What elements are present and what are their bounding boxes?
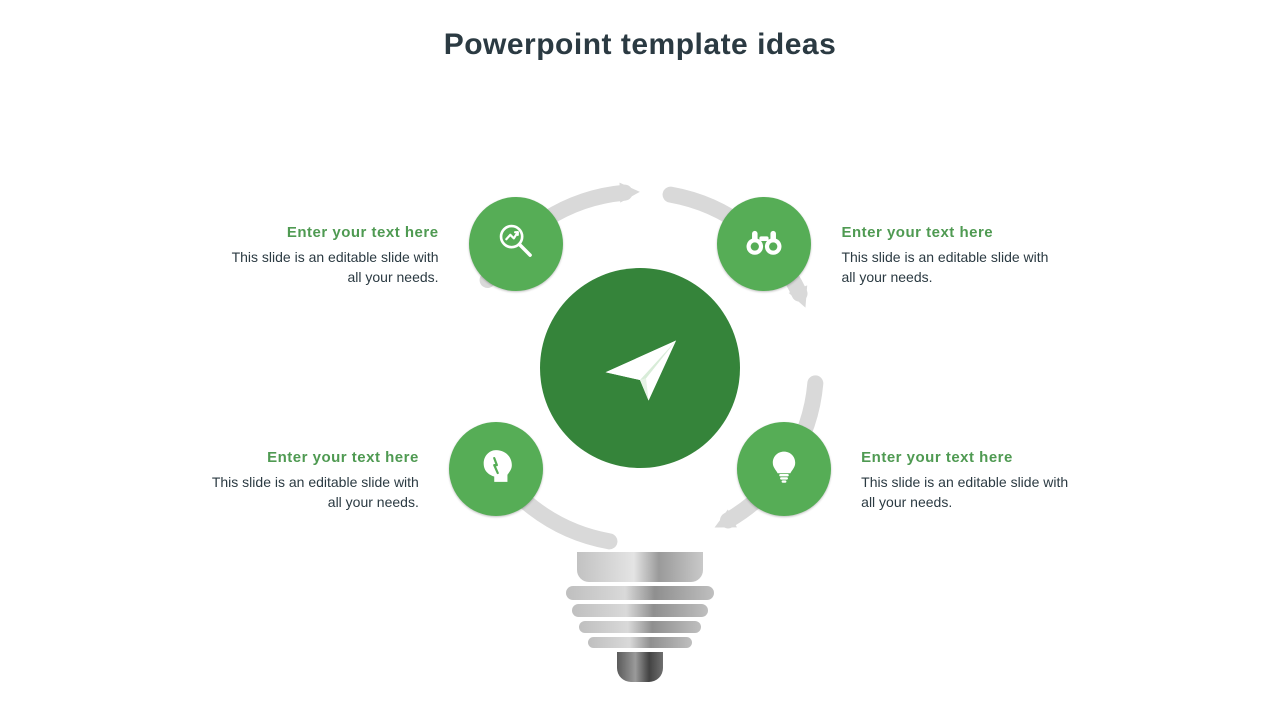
bulb-icon	[764, 446, 804, 491]
text-block-0: Enter your text here This slide is an edi…	[219, 224, 439, 288]
brain-icon	[474, 444, 518, 493]
paper-plane-icon	[597, 325, 683, 411]
text-heading: Enter your text here	[861, 449, 1081, 466]
text-heading: Enter your text here	[199, 449, 419, 466]
center-hub	[540, 268, 740, 468]
slide: Powerpoint template ideas Enter your tex…	[0, 0, 1280, 720]
text-desc: This slide is an editable slide with all…	[861, 472, 1081, 513]
text-desc: This slide is an editable slide with all…	[219, 247, 439, 288]
binoculars-icon	[741, 218, 787, 269]
text-heading: Enter your text here	[219, 224, 439, 241]
text-heading: Enter your text here	[841, 224, 1061, 241]
slide-title: Powerpoint template ideas	[0, 28, 1280, 62]
text-block-3: Enter your text here This slide is an edi…	[861, 449, 1081, 513]
bulb-base	[565, 552, 715, 682]
sat-binoculars	[717, 197, 811, 291]
text-desc: This slide is an editable slide with all…	[841, 247, 1061, 288]
analysis-icon	[494, 219, 538, 268]
sat-analysis	[469, 197, 563, 291]
text-block-1: Enter your text here This slide is an edi…	[841, 224, 1061, 288]
text-desc: This slide is an editable slide with all…	[199, 472, 419, 513]
sat-bulb	[737, 422, 831, 516]
sat-brain	[449, 422, 543, 516]
text-block-2: Enter your text here This slide is an edi…	[199, 449, 419, 513]
